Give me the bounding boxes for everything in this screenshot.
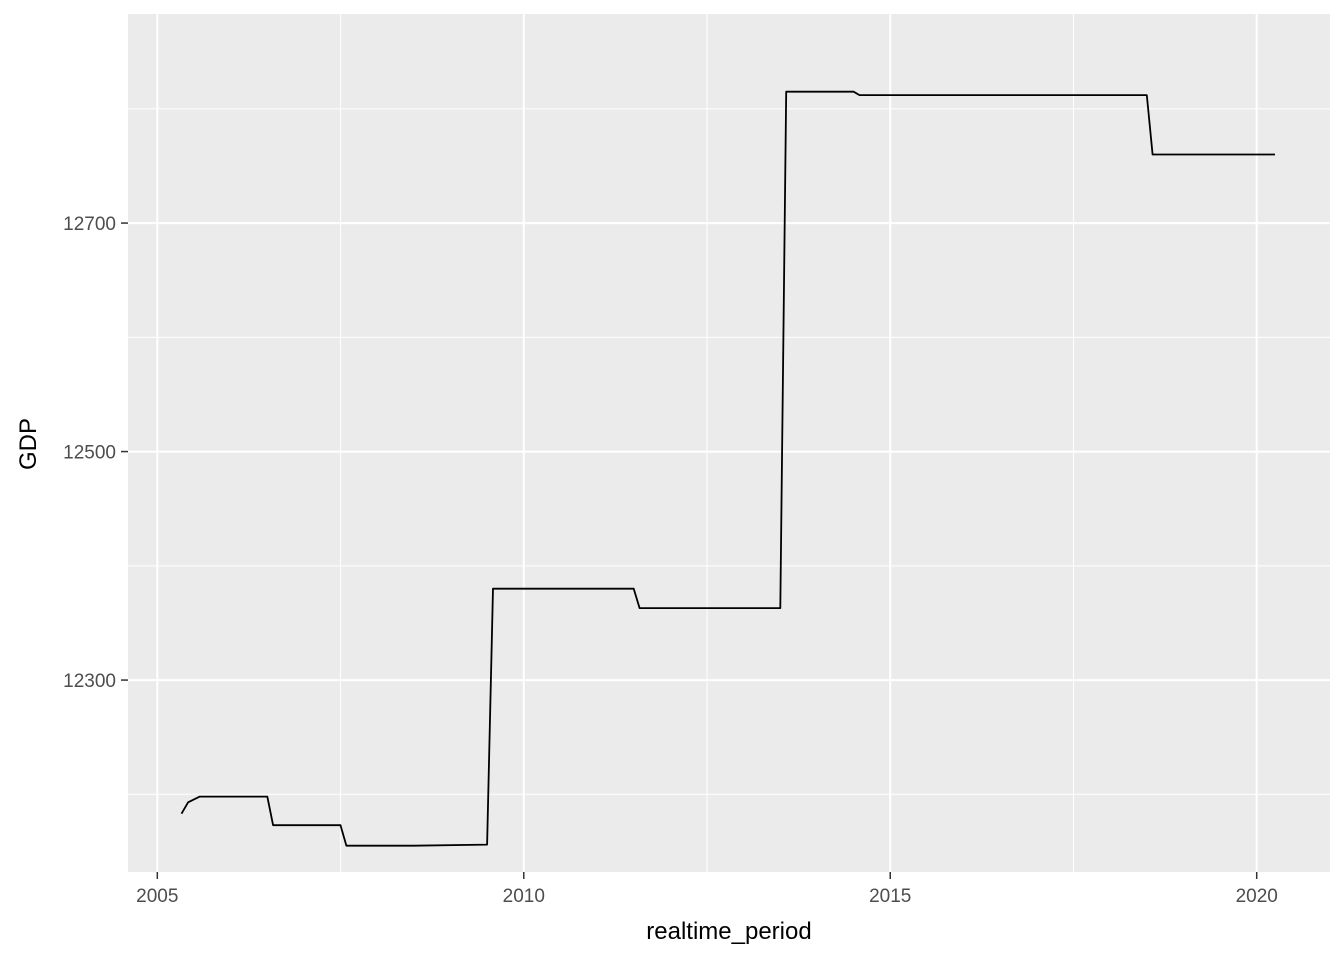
y-tick-label: 12700 [63,214,116,235]
x-tick-label: 2020 [1236,886,1278,907]
plot-panel [128,14,1330,872]
series-layer [180,90,1275,847]
x-axis-title: realtime_period [646,918,811,945]
y-axis-title: GDP [15,418,42,470]
series-line [180,90,1275,847]
x-axis: 2005 2010 2015 2020 [136,872,1278,907]
x-tick-label: 2015 [869,886,911,907]
y-tick-label: 12500 [63,443,116,464]
minor-gridlines [128,14,1330,872]
y-axis: 12300 12500 12700 [63,214,128,692]
major-gridlines [128,14,1330,872]
y-tick-label: 12300 [63,671,116,692]
x-tick-label: 2005 [136,886,178,907]
x-tick-label: 2010 [503,886,545,907]
